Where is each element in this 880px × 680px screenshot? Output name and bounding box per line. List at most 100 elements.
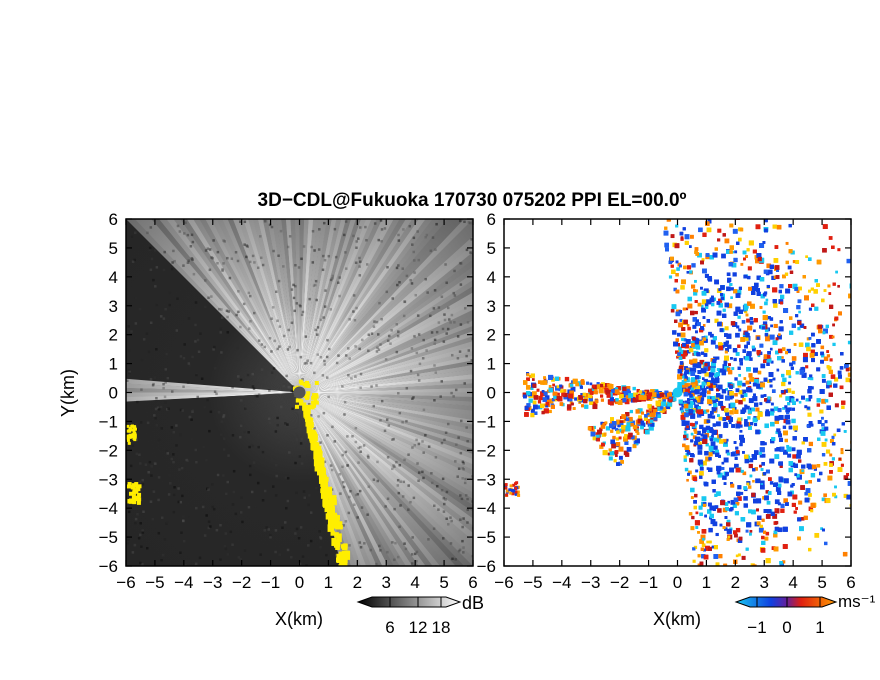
noise-pixel: [139, 421, 143, 424]
noise-pixel: [127, 368, 131, 372]
noise-pixel: [323, 221, 326, 225]
velocity-pixel: [862, 442, 867, 447]
noise-pixel: [221, 267, 224, 271]
noise-pixel: [466, 508, 469, 512]
noise-pixel: [198, 556, 202, 560]
intensity-sector: [126, 387, 300, 393]
noise-pixel: [442, 537, 445, 540]
intensity-sector: [126, 219, 300, 393]
left-panel: −6 −5 −4 −3 −2 −1 0 1 2 3 4 5 6 6543210−1−2−3−4−5−6 …: [58, 210, 484, 637]
intensity-sector: [299, 219, 327, 393]
highlight-pixel: [340, 558, 348, 564]
velocity-pixel: [679, 362, 685, 367]
noise-pixel: [407, 453, 410, 456]
noise-pixel: [183, 232, 186, 235]
noise-pixel: [251, 444, 255, 448]
velocity-pixel: [726, 286, 731, 292]
noise-pixel: [390, 329, 393, 332]
noise-pixel: [226, 256, 229, 260]
velocity-pixel: [813, 467, 817, 471]
noise-pixel: [318, 228, 321, 231]
velocity-pixel: [852, 405, 855, 408]
velocity-pixel: [823, 462, 828, 466]
velocity-pixel: [696, 413, 702, 418]
noise-pixel: [130, 235, 134, 238]
noise-pixel: [447, 306, 450, 310]
intensity-sector: [126, 331, 300, 393]
velocity-pixel: [583, 396, 589, 402]
noise-pixel: [384, 358, 388, 361]
velocity-pixel: [712, 489, 716, 493]
left-plot-area: [126, 219, 473, 566]
noise-pixel: [434, 456, 438, 459]
noise-pixel: [403, 542, 406, 545]
noise-pixel: [141, 483, 145, 486]
noise-pixel: [134, 322, 138, 325]
intensity-sector: [180, 392, 300, 566]
highlight-pixel: [340, 544, 348, 549]
noise-pixel: [157, 498, 160, 502]
velocity-pixel: [862, 359, 867, 364]
noise-pixel: [149, 321, 153, 325]
velocity-pixel: [855, 423, 858, 426]
noise-pixel: [292, 296, 296, 300]
noise-pixel: [197, 350, 201, 354]
highlight-pixel: [328, 499, 334, 506]
velocity-pixel: [760, 363, 766, 369]
noise-pixel: [357, 446, 360, 450]
noise-pixel: [380, 399, 384, 403]
intensity-sector: [299, 219, 356, 393]
noise-pixel: [175, 424, 178, 427]
noise-pixel: [220, 381, 224, 384]
noise-pixel: [190, 233, 194, 237]
highlight-pixel: [131, 484, 136, 489]
velocity-pixel: [599, 427, 603, 431]
highlight-pixel: [131, 433, 135, 437]
noise-pixel: [395, 350, 399, 354]
noise-pixel: [414, 552, 417, 556]
velocity-pixel: [857, 435, 862, 440]
velocity-pixel: [690, 487, 695, 493]
intensity-sector: [276, 392, 300, 566]
noise-pixel: [440, 488, 444, 492]
noise-pixel: [396, 330, 400, 333]
velocity-pixel: [786, 388, 792, 393]
velocity-pixel: [706, 177, 710, 181]
velocity-pixel: [857, 435, 862, 440]
noise-pixel: [312, 284, 316, 287]
noise-pixel: [422, 451, 425, 454]
noise-pixel: [131, 444, 135, 447]
x-tick-label: 1: [324, 573, 333, 592]
noise-pixel: [282, 334, 286, 338]
noise-pixel: [136, 512, 139, 516]
noise-pixel: [465, 426, 468, 429]
velocity-pixel: [792, 436, 797, 441]
noise-pixel: [213, 367, 217, 370]
noise-pixel: [133, 543, 137, 547]
noise-pixel: [355, 240, 358, 243]
noise-pixel: [226, 480, 230, 484]
velocity-pixel: [537, 404, 543, 410]
intensity-sector: [143, 392, 300, 566]
noise-pixel: [147, 471, 150, 474]
noise-pixel: [202, 445, 205, 449]
noise-pixel: [163, 395, 167, 399]
noise-pixel: [276, 347, 279, 351]
velocity-pixel: [778, 299, 784, 304]
velocity-pixel: [741, 578, 745, 582]
noise-pixel: [417, 379, 421, 382]
velocity-pixel: [741, 203, 745, 207]
noise-pixel: [338, 294, 341, 298]
noise-pixel: [322, 411, 326, 415]
noise-pixel: [416, 462, 419, 465]
noise-pixel: [140, 358, 144, 362]
noise-pixel: [168, 303, 171, 307]
noise-pixel: [341, 453, 344, 457]
intensity-sector: [222, 392, 300, 566]
noise-pixel: [465, 354, 468, 358]
noise-pixel: [450, 519, 453, 523]
velocity-pixel: [714, 505, 719, 509]
noise-pixel: [213, 345, 216, 349]
noise-pixel: [321, 268, 325, 272]
noise-pixel: [346, 464, 349, 467]
